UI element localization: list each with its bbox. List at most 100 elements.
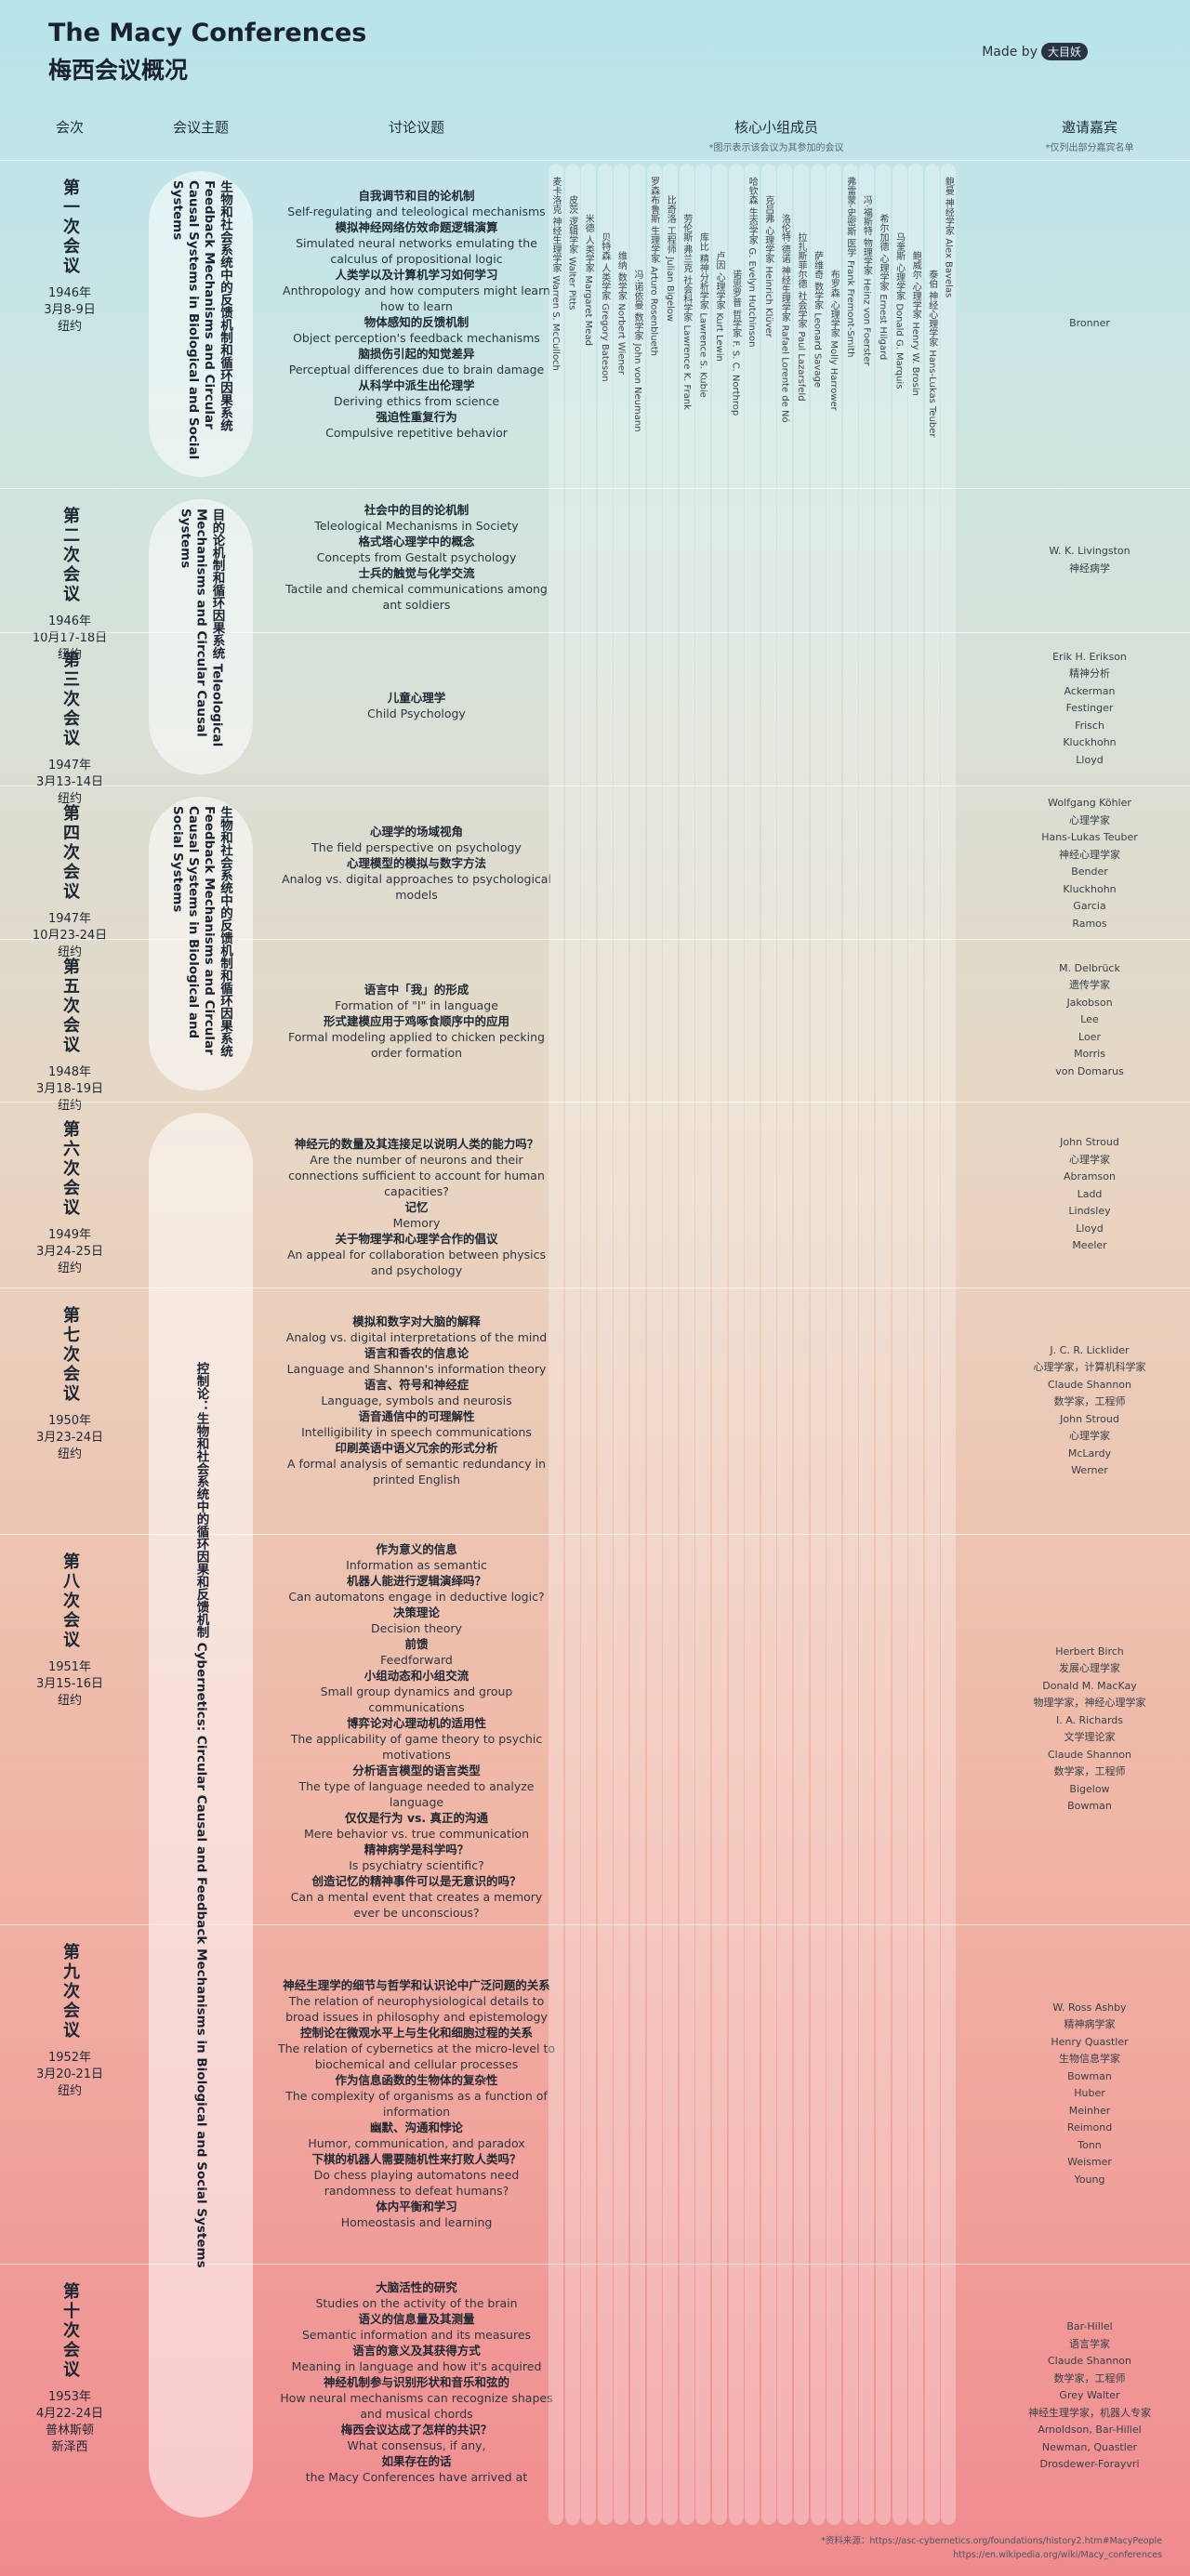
theme-pill xyxy=(149,1113,253,2517)
row-divider xyxy=(0,1102,1190,1103)
conference-date: 1950年 3月23-24日 纽约 xyxy=(35,1414,104,1461)
member-name: 劳伦斯·弗兰克 社会科学家 Lawrence K. Frank xyxy=(681,214,692,410)
topic-zh: 语言、符号和神经症 xyxy=(364,1377,469,1392)
guest-name: Erik H. Erikson xyxy=(1052,650,1127,663)
guest-list: Erik H. Erikson 精神分析 Ackerman Festinger Fris… xyxy=(1006,649,1173,770)
guest-name: 数学家，工程师 xyxy=(1053,1765,1126,1777)
guest-name: Bowman xyxy=(1067,1800,1112,1812)
topic-en: Tactile and chemical communications amon… xyxy=(285,581,548,612)
guest-list: M. Delbrück 遗传学家 Jakobson Lee Loer Morris von … xyxy=(1006,960,1173,1081)
guest-list: Bronner xyxy=(1006,315,1173,333)
topic-en: Meaning in language and how it's acquire… xyxy=(291,2358,542,2373)
made-by: Made by 大目妖 xyxy=(982,43,1088,60)
topic-en: The complexity of organisms as a functio… xyxy=(285,2088,548,2119)
member-column xyxy=(564,164,580,2525)
guest-name: Claude Shannon xyxy=(1047,2355,1132,2368)
member-name: 洛伦特·德诺 神经生理学家 Rafael Lorente de Nó xyxy=(779,214,790,423)
conference-label: 第十次会议 1953年 4月22-24日 普林斯顿 新泽西 xyxy=(28,2282,112,2456)
guest-name: Ladd xyxy=(1077,1187,1103,1200)
topic-en: Child Psychology xyxy=(367,706,466,720)
topic-zh: 语言的意义及其获得方式 xyxy=(352,2343,481,2358)
guest-name: 神经生理学家，机器人专家 xyxy=(1028,2406,1151,2419)
topic-en: The field perspective on psychology xyxy=(311,839,522,854)
topic-en: Language, symbols and neurosis xyxy=(321,1393,512,1407)
member-name: 维纳 数学家 Norbert Wiener xyxy=(615,251,627,375)
header-core-note: *图示表示该会议为其参加的会议 xyxy=(708,143,844,153)
guest-name: Drosdewer-Forayvri xyxy=(1039,2458,1140,2471)
topic-en: Analog vs. digital interpretations of th… xyxy=(285,1329,548,1344)
guest-name: Werner xyxy=(1071,1464,1108,1476)
topic-list: 儿童心理学 Child Psychology xyxy=(277,690,556,721)
guest-name: John Stroud xyxy=(1060,1412,1119,1425)
topic-zh: 精神病学是科学吗？ xyxy=(364,1843,469,1856)
guest-name: 生物信息学家 xyxy=(1059,2053,1120,2066)
member-column xyxy=(695,164,711,2525)
topic-en: Feedforward xyxy=(380,1653,453,1667)
topic-zh: 记忆 xyxy=(404,1200,429,1214)
guest-name: J. C. R. Licklider xyxy=(1050,1343,1130,1356)
member-name: 比奇洛 工程师 Julian Bigelow xyxy=(665,195,676,323)
topic-en: Analog vs. digital approaches to psychol… xyxy=(282,871,551,902)
topic-zh: 前馈 xyxy=(404,1637,429,1651)
topic-list: 自我调节和目的论机制 Self-regulating and teleologic… xyxy=(277,188,556,441)
topic-zh: 语言和香农的信息论 xyxy=(364,1345,469,1360)
guest-name: Herbert Birch xyxy=(1055,1645,1124,1658)
member-column xyxy=(794,164,809,2525)
member-name: 米德 人类学家 Margaret Mead xyxy=(583,214,594,346)
conference-label: 第八次会议 1951年 3月15-16日 纽约 xyxy=(28,1552,112,1710)
topic-en: Teleological Mechanisms in Society xyxy=(314,518,519,533)
conference-date: 1948年 3月18-19日 纽约 xyxy=(35,1065,104,1113)
topic-en: Studies on the activity of the brain xyxy=(315,2295,518,2310)
guest-name: Kluckhohn xyxy=(1063,736,1117,749)
member-name: 萨维奇 数学家 Leonard Savage xyxy=(812,251,823,388)
theme-text: 目的论机制和循环因果系统 Teleological Mechanisms and… xyxy=(178,509,225,747)
topic-zh: 印刷英语中语义冗余的形式分析 xyxy=(335,1440,498,1455)
guest-name: 心理学家，计算机科学家 xyxy=(1033,1361,1146,1373)
row-divider xyxy=(0,1924,1190,1925)
topic-en: the Macy Conferences have arrived at xyxy=(305,2469,528,2484)
conference-number: 第八次会议 xyxy=(60,1552,80,1650)
guest-name: W. K. Livingston xyxy=(1049,545,1130,557)
guest-list: Wolfgang Köhler 心理学家 Hans-Lukas Teuber 神经心理… xyxy=(1006,795,1173,932)
member-column xyxy=(826,164,842,2525)
theme-pill xyxy=(149,171,253,477)
topic-list: 神经生理学的细节与哲学和认识论中广泛问题的关系 The relation of n… xyxy=(277,1977,556,2230)
topic-en: Can automatons engage in deductive logic… xyxy=(288,1590,545,1604)
row-divider xyxy=(0,488,1190,489)
member-name: 马奎斯 心理学家 Donald G. Marquis xyxy=(893,232,905,390)
conference-number: 第五次会议 xyxy=(60,958,80,1055)
page-title-en: The Macy Conferences xyxy=(48,19,367,47)
member-name: 罗森布鲁斯 生理学家 Arturo Rosenblueth xyxy=(648,177,659,356)
guest-name: 精神病学家 xyxy=(1064,2018,1116,2031)
topic-zh: 神经元的数量及其连接足以说明人类的能力吗？ xyxy=(294,1137,539,1151)
topic-zh: 神经机制参与识别形状和音乐和弦的 xyxy=(323,2374,509,2389)
topic-list: 神经元的数量及其连接足以说明人类的能力吗？ Are the number of n… xyxy=(277,1136,556,1278)
member-name: 贝特森 人类学家 Gregory Bateson xyxy=(599,232,610,382)
guest-name: Lindsley xyxy=(1068,1205,1111,1218)
member-column xyxy=(679,164,694,2525)
guest-list: W. K. Livingston 神经病学 xyxy=(1006,543,1173,577)
guest-name: Bowman xyxy=(1067,2069,1112,2082)
row-divider xyxy=(0,2264,1190,2265)
member-name: 鲍曼 神经学家 Alex Bavelas xyxy=(943,177,954,298)
conference-number: 第四次会议 xyxy=(60,804,80,902)
guest-name: Grey Walter xyxy=(1059,2389,1120,2402)
guest-name: Henry Quastler xyxy=(1051,2035,1129,2048)
guest-name: Lee xyxy=(1080,1013,1099,1026)
topic-zh: 仅仅是行为 vs. 真正的沟通 xyxy=(344,1811,489,1825)
conference-number: 第一次会议 xyxy=(60,178,80,276)
guest-name: 心理学家 xyxy=(1069,813,1110,826)
guest-name: Bigelow xyxy=(1069,1782,1110,1795)
made-by-text: Made by xyxy=(982,45,1038,59)
source-footer: *资料来源：https://asc-cybernetics.org/founda… xyxy=(821,2534,1162,2562)
topic-zh: 决策理论 xyxy=(392,1605,440,1619)
member-column xyxy=(663,164,679,2525)
conference-label: 第五次会议 1948年 3月18-19日 纽约 xyxy=(28,958,112,1115)
guest-list: W. Ross Ashby 精神病学家 Henry Quastler 生物信息学家 Bo… xyxy=(1006,2000,1173,2189)
topic-zh: 格式塔心理学中的概念 xyxy=(358,534,475,548)
topic-en: Deriving ethics from science xyxy=(333,393,500,408)
topic-zh: 梅西会议达成了怎样的共识？ xyxy=(340,2422,493,2437)
guest-name: von Domarus xyxy=(1055,1064,1124,1077)
topic-zh: 脑损伤引起的知觉差异 xyxy=(358,346,475,361)
guest-name: Meinher xyxy=(1068,2104,1111,2117)
